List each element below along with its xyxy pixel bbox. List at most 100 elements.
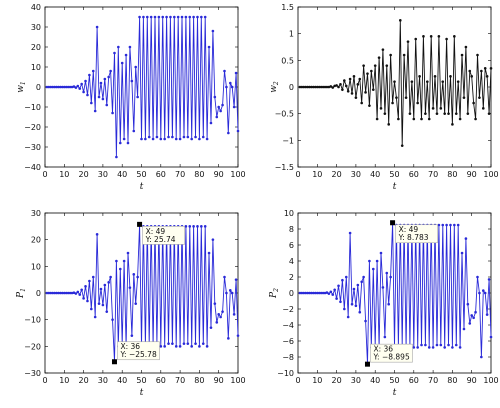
x-tick-label: 50 bbox=[389, 170, 399, 179]
x-tick-label: 10 bbox=[59, 376, 69, 385]
data-point bbox=[391, 101, 394, 105]
x-tick-label: 40 bbox=[117, 170, 127, 179]
data-point bbox=[55, 291, 58, 295]
data-point bbox=[134, 65, 138, 69]
datatip-x: X: 36 bbox=[120, 342, 140, 351]
data-point bbox=[61, 85, 64, 89]
chart-p2: 0 10 20 30 40 50 60 70 80 90 100 −10 −8 −6 −4 −2 0 2 4 6 8 10… bbox=[269, 209, 499, 398]
data-point bbox=[431, 346, 435, 349]
y-tick-label: −0.5 bbox=[275, 110, 294, 119]
data-point bbox=[184, 225, 188, 228]
data-point bbox=[111, 318, 114, 321]
datatip-y: Y: −25.78 bbox=[119, 350, 156, 359]
x-tick-label: 70 bbox=[175, 376, 185, 385]
data-point bbox=[101, 303, 105, 307]
data-point bbox=[346, 315, 350, 319]
data-point bbox=[325, 85, 329, 89]
data-point bbox=[439, 107, 443, 110]
data-point bbox=[339, 83, 342, 86]
y-tick-label: 0.5 bbox=[281, 56, 294, 65]
data-point bbox=[356, 283, 360, 287]
data-point bbox=[213, 302, 217, 305]
y-tick-label: 30 bbox=[31, 209, 41, 218]
data-point bbox=[99, 287, 103, 291]
data-point bbox=[319, 85, 323, 89]
data-point bbox=[80, 82, 83, 86]
data-point bbox=[464, 237, 468, 240]
data-point bbox=[466, 112, 470, 115]
data-point bbox=[95, 233, 99, 236]
data-point bbox=[385, 64, 389, 67]
data-point bbox=[196, 15, 199, 19]
data-point bbox=[341, 278, 344, 282]
data-point bbox=[171, 342, 174, 345]
data-point bbox=[59, 291, 62, 295]
x-tick-label: 70 bbox=[428, 376, 438, 385]
data-point bbox=[188, 15, 192, 19]
x-tick-label: 60 bbox=[409, 376, 419, 385]
data-point bbox=[99, 81, 103, 85]
data-point bbox=[184, 15, 188, 19]
data-point bbox=[153, 15, 157, 19]
data-point bbox=[381, 48, 385, 51]
data-point bbox=[429, 35, 433, 38]
data-point bbox=[230, 291, 234, 295]
data-point bbox=[346, 89, 350, 93]
data-point bbox=[466, 302, 470, 306]
data-point bbox=[171, 135, 174, 139]
data-point bbox=[393, 80, 396, 83]
data-point bbox=[205, 345, 209, 348]
data-point bbox=[416, 346, 419, 349]
data-point bbox=[66, 85, 70, 89]
data-point bbox=[395, 96, 398, 99]
data-point bbox=[200, 15, 203, 19]
data-point bbox=[343, 307, 346, 311]
data-point bbox=[371, 267, 375, 271]
data-point bbox=[398, 19, 402, 22]
y-tick-label: −20 bbox=[24, 342, 41, 351]
data-point bbox=[337, 284, 340, 288]
data-point bbox=[453, 223, 456, 227]
data-point bbox=[418, 75, 421, 78]
y-tick-label: 6 bbox=[289, 241, 294, 250]
data-point bbox=[159, 345, 163, 348]
data-point bbox=[308, 85, 311, 89]
data-point bbox=[186, 135, 190, 139]
data-point bbox=[474, 310, 477, 314]
datatip-y: Y: −8.895 bbox=[372, 353, 409, 362]
data-point bbox=[368, 259, 371, 263]
y-tick-label: 0 bbox=[289, 83, 294, 92]
data-point bbox=[360, 280, 363, 284]
datatip-box bbox=[117, 341, 160, 361]
y-tick-label: −10 bbox=[24, 103, 41, 112]
data-point bbox=[126, 251, 130, 255]
data-point bbox=[207, 45, 211, 49]
data-point bbox=[95, 25, 99, 29]
data-point bbox=[101, 97, 105, 101]
data-point bbox=[480, 355, 483, 359]
data-point bbox=[302, 85, 306, 89]
data-point bbox=[426, 80, 429, 83]
x-axis-label: t bbox=[393, 388, 397, 398]
y-tick-label: −30 bbox=[24, 143, 41, 152]
data-point bbox=[464, 45, 468, 49]
data-point bbox=[316, 85, 319, 89]
data-point bbox=[47, 291, 51, 295]
data-point bbox=[341, 88, 344, 91]
y-tick-label: 2 bbox=[289, 273, 294, 282]
data-point bbox=[86, 299, 89, 303]
data-point bbox=[167, 135, 170, 139]
data-point bbox=[354, 96, 358, 99]
data-point bbox=[481, 289, 485, 292]
y-tick-label: −8 bbox=[282, 353, 294, 362]
data-point bbox=[196, 225, 199, 228]
data-point bbox=[130, 334, 134, 337]
x-tick-label: 80 bbox=[194, 376, 204, 385]
data-point bbox=[217, 313, 220, 316]
x-tick-label: 20 bbox=[79, 376, 89, 385]
x-tick-label: 80 bbox=[447, 376, 457, 385]
datatip-x: X: 36 bbox=[373, 345, 393, 354]
data-point bbox=[402, 53, 406, 57]
data-point bbox=[227, 337, 230, 340]
